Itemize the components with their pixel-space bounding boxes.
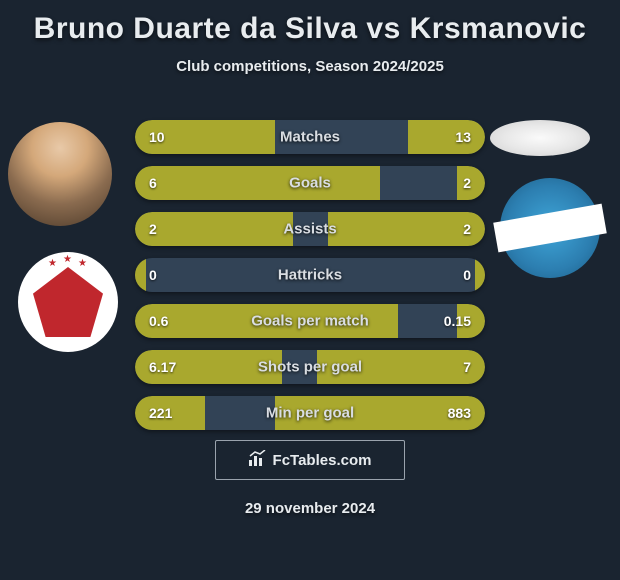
branding-box: FcTables.com	[215, 440, 405, 480]
subtitle: Club competitions, Season 2024/2025	[0, 58, 620, 75]
stat-label: Goals	[135, 175, 485, 192]
stat-row: 221883Min per goal	[135, 396, 485, 430]
stat-label: Shots per goal	[135, 359, 485, 376]
stat-row: 0.60.15Goals per match	[135, 304, 485, 338]
stat-label: Goals per match	[135, 313, 485, 330]
comparison-chart: 1013Matches 62Goals 22Assists 00Hattricks 0.…	[135, 120, 485, 442]
stat-row: 00Hattricks	[135, 258, 485, 292]
club1-shield-icon	[33, 267, 103, 337]
stat-label: Min per goal	[135, 405, 485, 422]
club1-logo: ★ ★ ★	[18, 252, 118, 352]
stat-row: 62Goals	[135, 166, 485, 200]
chart-icon	[249, 450, 267, 471]
stat-label: Hattricks	[135, 267, 485, 284]
star-icon: ★	[48, 258, 57, 269]
footer-date: 29 november 2024	[0, 500, 620, 517]
stat-row: 6.177Shots per goal	[135, 350, 485, 384]
page-title: Bruno Duarte da Silva vs Krsmanovic	[0, 0, 620, 46]
branding-label: FcTables.com	[273, 452, 372, 469]
player1-avatar	[8, 122, 112, 226]
player2-avatar	[490, 120, 590, 156]
club2-band-icon	[493, 204, 607, 253]
club2-logo	[500, 178, 600, 278]
star-icon: ★	[63, 254, 72, 265]
stat-row: 22Assists	[135, 212, 485, 246]
star-icon: ★	[78, 258, 87, 269]
stat-row: 1013Matches	[135, 120, 485, 154]
stat-label: Assists	[135, 221, 485, 238]
stat-label: Matches	[135, 129, 485, 146]
